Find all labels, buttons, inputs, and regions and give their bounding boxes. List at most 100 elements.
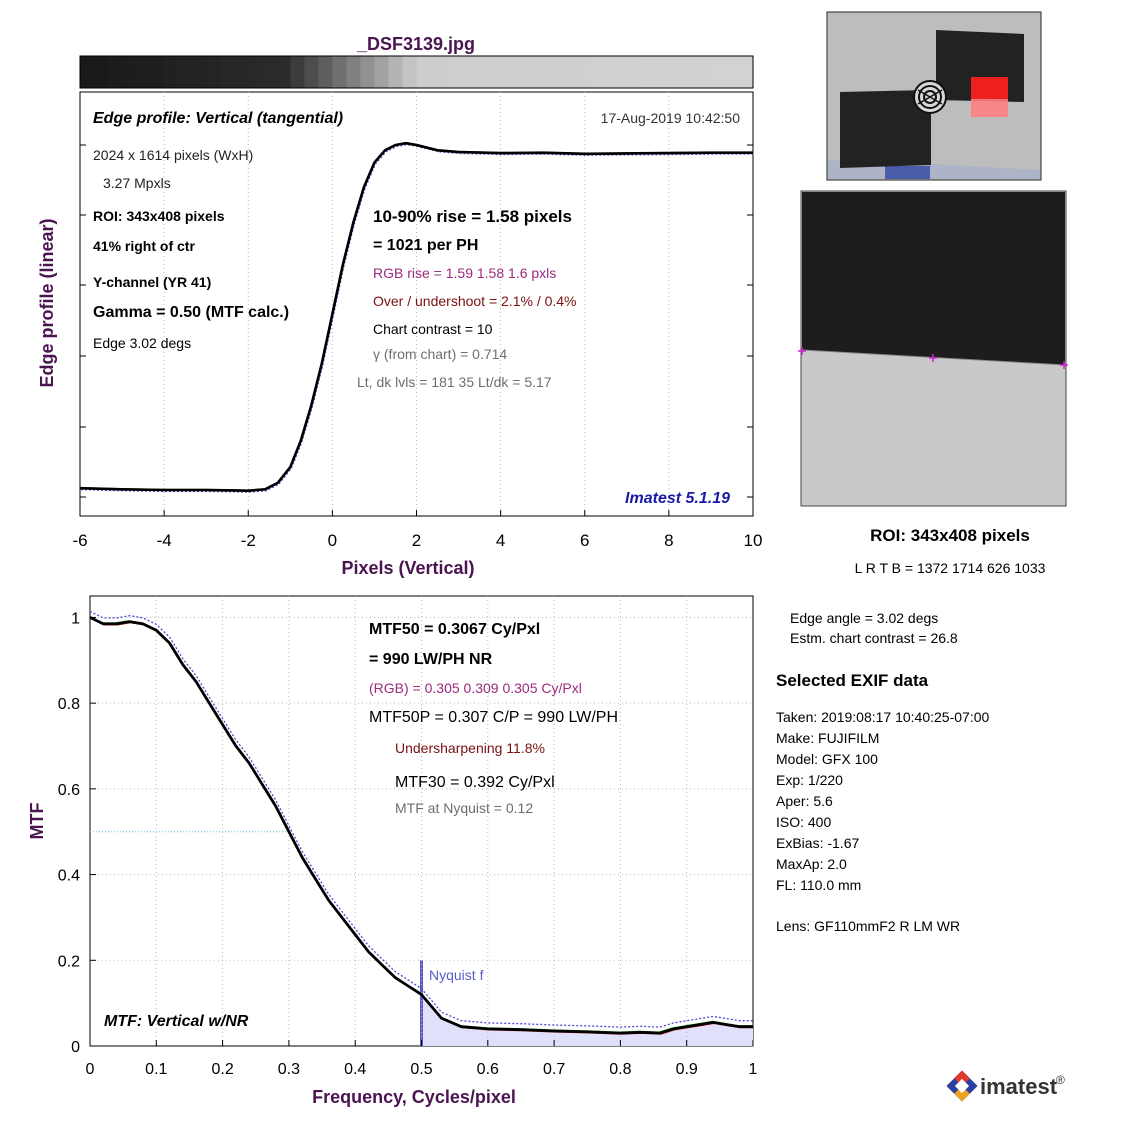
mtf-at-nyquist: MTF at Nyquist = 0.12 bbox=[395, 800, 533, 816]
imatest-logo: imatest ® bbox=[946, 1070, 1065, 1102]
gray-step bbox=[738, 56, 754, 88]
gray-step bbox=[514, 56, 530, 88]
gray-step bbox=[332, 56, 347, 88]
mtf-y-tick-label: 0 bbox=[71, 1039, 80, 1056]
gray-step bbox=[682, 56, 698, 88]
mtf-series-y bbox=[89, 616, 753, 1035]
roi-title: ROI: 343x408 pixels bbox=[870, 526, 1030, 545]
edge-timestamp: 17-Aug-2019 10:42:50 bbox=[601, 110, 741, 126]
image-size: 2024 x 1614 pixels (WxH) bbox=[93, 147, 253, 163]
exif-line: Make: FUJIFILM bbox=[776, 730, 879, 746]
grayscale-strip bbox=[79, 55, 754, 89]
edge-x-tick-label: -2 bbox=[241, 531, 256, 550]
edge-x-tick-label: -4 bbox=[157, 531, 172, 550]
gray-step bbox=[570, 56, 586, 88]
imatest-version: Imatest 5.1.19 bbox=[625, 490, 730, 507]
mtf-x-tick-label: 0.5 bbox=[410, 1061, 432, 1078]
file-title: _DSF3139.jpg bbox=[356, 34, 475, 54]
mtf-y-tick-label: 0.8 bbox=[58, 696, 80, 713]
gray-step bbox=[248, 56, 263, 88]
gray-step bbox=[458, 56, 474, 88]
edge-x-tick-label: 8 bbox=[664, 531, 673, 550]
roi-position: 41% right of ctr bbox=[93, 238, 195, 254]
gray-step bbox=[164, 56, 179, 88]
mtf-x-tick-label: 0.1 bbox=[145, 1061, 167, 1078]
edge-profile-plot: -6 -4 -2 0 2 4 6 8 10 Edge profile: Vertical (ta… bbox=[37, 91, 762, 578]
mtf-x-tick-label: 0.6 bbox=[477, 1061, 499, 1078]
gamma: Gamma = 0.50 (MTF calc.) bbox=[93, 304, 289, 321]
gray-step bbox=[654, 56, 670, 88]
gray-step bbox=[304, 56, 319, 88]
y-channel: Y-channel (YR 41) bbox=[93, 274, 211, 290]
gray-step bbox=[206, 56, 221, 88]
gray-step bbox=[122, 56, 137, 88]
gray-step bbox=[668, 56, 684, 88]
light-dark-levels: Lt, dk lvls = 181 35 Lt/dk = 5.17 bbox=[357, 374, 552, 390]
edge-x-tick-label: 2 bbox=[412, 531, 421, 550]
gray-step bbox=[598, 56, 614, 88]
gray-step bbox=[710, 56, 726, 88]
edge-x-tick-label: 4 bbox=[496, 531, 505, 550]
gray-step bbox=[556, 56, 572, 88]
gray-step bbox=[626, 56, 642, 88]
gray-step bbox=[318, 56, 333, 88]
gray-step bbox=[640, 56, 656, 88]
exif-line: ISO: 400 bbox=[776, 814, 831, 830]
nyquist-fill bbox=[421, 994, 753, 1046]
imatest-logo-mark: ® bbox=[1056, 1073, 1065, 1087]
thumbnail-roi-highlight-upper bbox=[971, 77, 1008, 99]
mtf-y-axis-label: MTF bbox=[27, 803, 47, 840]
gray-step bbox=[696, 56, 712, 88]
gray-step bbox=[500, 56, 516, 88]
mtf50p: MTF50P = 0.307 C/P = 990 LW/PH bbox=[369, 709, 618, 726]
mtf-x-tick-label: 0.8 bbox=[609, 1061, 631, 1078]
rgb-rise: RGB rise = 1.59 1.58 1.6 pxls bbox=[373, 265, 556, 281]
mtf-grid bbox=[90, 596, 753, 1046]
gray-step bbox=[108, 56, 123, 88]
roi-edge-markers bbox=[798, 347, 1068, 369]
edge-series-blue bbox=[80, 144, 754, 493]
rise-10-90: 10-90% rise = 1.58 pixels bbox=[373, 207, 572, 226]
exif-list: Taken: 2019:08:17 10:40:25-07:00 Make: F… bbox=[776, 709, 990, 893]
mtf-x-tick-label: 1 bbox=[749, 1061, 758, 1078]
roi-size: ROI: 343x408 pixels bbox=[93, 208, 225, 224]
nyquist-label: Nyquist f bbox=[429, 967, 484, 983]
mtf-x-axis-label: Frequency, Cycles/pixel bbox=[312, 1087, 516, 1107]
gray-step bbox=[472, 56, 488, 88]
exif-lens: Lens: GF110mmF2 R LM WR bbox=[776, 918, 960, 934]
exif-line: Exp: 1/220 bbox=[776, 772, 843, 788]
gray-step bbox=[178, 56, 193, 88]
mtf-y-tick-label: 1 bbox=[71, 610, 80, 627]
gray-step bbox=[388, 56, 404, 88]
chart-thumbnail[interactable] bbox=[826, 11, 1042, 181]
gray-step bbox=[402, 56, 418, 88]
mtf-x-tick-label: 0.2 bbox=[211, 1061, 233, 1078]
mtf-ticks: 0 0.1 0.2 0.3 0.4 0.5 0.6 0.7 0.8 0.9 1 0 0.2 0.4 0.6 0… bbox=[58, 610, 758, 1078]
gray-step bbox=[612, 56, 628, 88]
edge-series bbox=[79, 141, 754, 493]
mtf30: MTF30 = 0.392 Cy/Pxl bbox=[395, 774, 555, 791]
roi-image[interactable] bbox=[798, 190, 1068, 507]
edge-x-ticks: -6 -4 -2 0 2 4 6 8 10 bbox=[72, 144, 762, 550]
gray-step bbox=[528, 56, 544, 88]
mtf-x-tick-label: 0.4 bbox=[344, 1061, 366, 1078]
roi-chart-contrast: Estm. chart contrast = 26.8 bbox=[790, 630, 958, 646]
thumbnail-blue-patch bbox=[885, 166, 930, 179]
gray-step bbox=[724, 56, 740, 88]
gray-step bbox=[346, 56, 362, 88]
edge-x-axis-label: Pixels (Vertical) bbox=[341, 558, 474, 578]
roi-edge-angle: Edge angle = 3.02 degs bbox=[790, 610, 938, 626]
imatest-logo-icon bbox=[946, 1070, 978, 1102]
edge-series-y bbox=[79, 141, 753, 493]
roi-lrtb: L R T B = 1372 1714 626 1033 bbox=[855, 560, 1046, 576]
gray-strip-border bbox=[79, 55, 754, 89]
gray-step bbox=[150, 56, 165, 88]
imatest-logo-text: imatest bbox=[980, 1074, 1058, 1099]
edge-y-axis-label: Edge profile (linear) bbox=[37, 218, 57, 387]
edge-x-tick-label: 0 bbox=[328, 531, 337, 550]
edge-x-tick-label: -6 bbox=[72, 531, 87, 550]
edge-plot-title: Edge profile: Vertical (tangential) bbox=[93, 110, 343, 127]
rise-per-ph: = 1021 per PH bbox=[373, 237, 478, 254]
gray-step bbox=[360, 56, 376, 88]
